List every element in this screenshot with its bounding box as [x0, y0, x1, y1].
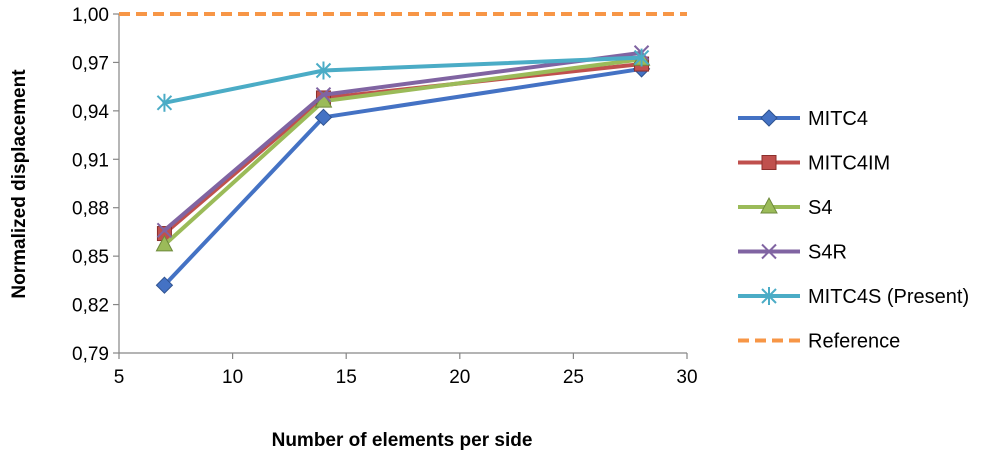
legend-label-s4r: S4R [808, 242, 847, 264]
y-tick-label: 0,85 [72, 247, 109, 268]
legend-label-mitc4: MITC4 [808, 108, 868, 130]
x-tick-label: 30 [676, 367, 697, 388]
data-point-mitc4 [155, 276, 174, 294]
legend-label-mitc4s-present: MITC4S (Present) [808, 286, 969, 308]
legend-marker-s4r [761, 243, 777, 260]
legend-label-s4: S4 [808, 197, 832, 219]
legend-marker-mitc4 [760, 109, 778, 127]
y-tick-label: 1,00 [72, 5, 109, 26]
y-tick-label: 0,91 [72, 150, 109, 171]
data-point-mitc4 [314, 108, 333, 127]
legend-label-reference: Reference [808, 331, 900, 353]
data-point-mitc4s-present [156, 93, 173, 112]
y-tick-label: 0,97 [72, 53, 109, 74]
legend-label-mitc4im: MITC4IM [808, 153, 890, 175]
legend-marker-mitc4s-present [761, 287, 777, 305]
y-tick-label: 0,82 [72, 296, 109, 317]
data-point-mitc4s-present [633, 48, 650, 67]
x-tick-label: 10 [222, 367, 243, 388]
axes [113, 13, 688, 359]
data-point-s4r [315, 87, 332, 103]
x-axis-title: Number of elements per side [272, 430, 533, 451]
data-point-s4 [155, 234, 174, 252]
y-tick-label: 0,94 [72, 102, 109, 123]
data-point-mitc4s-present [315, 61, 332, 80]
series-line-mitc4 [162, 66, 644, 288]
legend: MITC4 MITC4IM S4 S4R MITC4S (Present) Referen… [738, 108, 969, 353]
x-tick-label: 25 [563, 367, 584, 388]
x-tick-label: 5 [114, 367, 125, 388]
y-axis-title: Normalized displacement [9, 69, 30, 299]
y-tick-label: 0,79 [72, 344, 109, 365]
legend-marker-mitc4im [761, 155, 777, 170]
tick-labels: 0,79 0,82 0,85 0,88 0,91 0,94 0,97 1,00 5 10 15 20 2… [72, 5, 698, 388]
y-tick-label: 0,88 [72, 199, 109, 220]
series-layer [119, 12, 687, 294]
x-tick-label: 15 [336, 367, 357, 388]
x-tick-label: 20 [449, 367, 470, 388]
data-point-s4r [156, 222, 173, 239]
legend-marker-s4 [760, 196, 778, 214]
